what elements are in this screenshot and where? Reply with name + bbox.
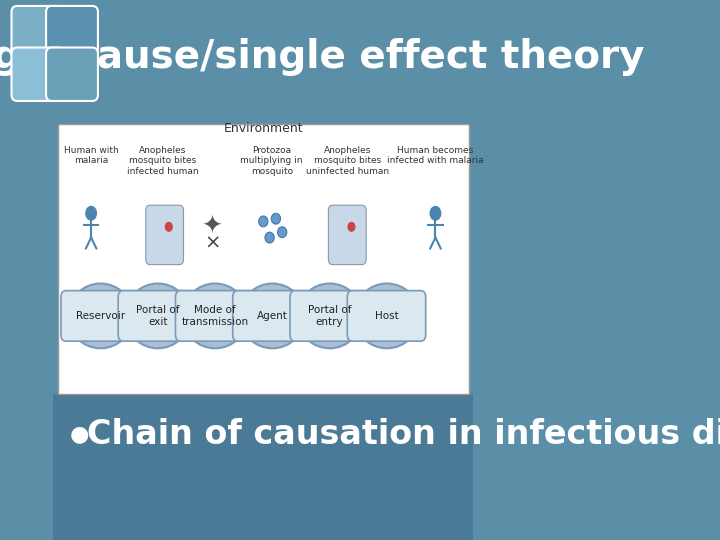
FancyBboxPatch shape — [46, 48, 98, 101]
Ellipse shape — [354, 284, 420, 348]
Ellipse shape — [297, 284, 362, 348]
FancyBboxPatch shape — [328, 205, 366, 265]
FancyBboxPatch shape — [233, 291, 311, 341]
Text: Anopheles
mosquito bites
infected human: Anopheles mosquito bites infected human — [127, 146, 198, 176]
Ellipse shape — [137, 296, 179, 335]
Ellipse shape — [183, 284, 248, 348]
FancyBboxPatch shape — [53, 394, 473, 540]
Text: Chain of causation in infectious disease.: Chain of causation in infectious disease… — [87, 418, 720, 451]
FancyBboxPatch shape — [118, 291, 197, 341]
Ellipse shape — [258, 216, 268, 227]
Text: ●: ● — [70, 424, 89, 445]
Ellipse shape — [265, 232, 274, 243]
Ellipse shape — [240, 284, 305, 348]
Text: Protozoa
multiplying in
mosquito: Protozoa multiplying in mosquito — [240, 146, 303, 176]
Text: Anopheles
mosquito bites
uninfected human: Anopheles mosquito bites uninfected huma… — [306, 146, 389, 176]
Text: Portal of
entry: Portal of entry — [308, 305, 351, 327]
FancyBboxPatch shape — [145, 205, 184, 265]
Text: ✦: ✦ — [202, 215, 223, 239]
FancyBboxPatch shape — [12, 6, 63, 59]
Text: Mode of
transmission: Mode of transmission — [181, 305, 248, 327]
Text: Human becomes
infected with malaria: Human becomes infected with malaria — [387, 146, 484, 165]
Text: ×: × — [204, 233, 221, 253]
Ellipse shape — [251, 296, 294, 335]
Text: Single cause/single effect theory: Single cause/single effect theory — [0, 38, 644, 76]
FancyBboxPatch shape — [58, 124, 469, 394]
Ellipse shape — [79, 296, 122, 335]
FancyBboxPatch shape — [290, 291, 369, 341]
FancyBboxPatch shape — [176, 291, 254, 341]
Text: Host: Host — [375, 311, 399, 321]
Ellipse shape — [68, 284, 133, 348]
FancyBboxPatch shape — [46, 6, 98, 59]
Text: Portal of
exit: Portal of exit — [136, 305, 179, 327]
Circle shape — [86, 206, 96, 220]
Text: Environment: Environment — [223, 122, 303, 134]
Text: Agent: Agent — [257, 311, 288, 321]
Ellipse shape — [278, 227, 287, 238]
Ellipse shape — [271, 213, 281, 224]
Ellipse shape — [309, 296, 351, 335]
Circle shape — [430, 206, 441, 220]
Circle shape — [348, 222, 355, 231]
FancyBboxPatch shape — [347, 291, 426, 341]
Text: Reservoir: Reservoir — [76, 311, 125, 321]
FancyBboxPatch shape — [61, 291, 140, 341]
Ellipse shape — [125, 284, 190, 348]
FancyBboxPatch shape — [53, 0, 473, 119]
Ellipse shape — [194, 296, 236, 335]
Circle shape — [166, 222, 172, 231]
Text: Human with
malaria: Human with malaria — [64, 146, 119, 165]
FancyBboxPatch shape — [12, 48, 63, 101]
Ellipse shape — [366, 296, 408, 335]
